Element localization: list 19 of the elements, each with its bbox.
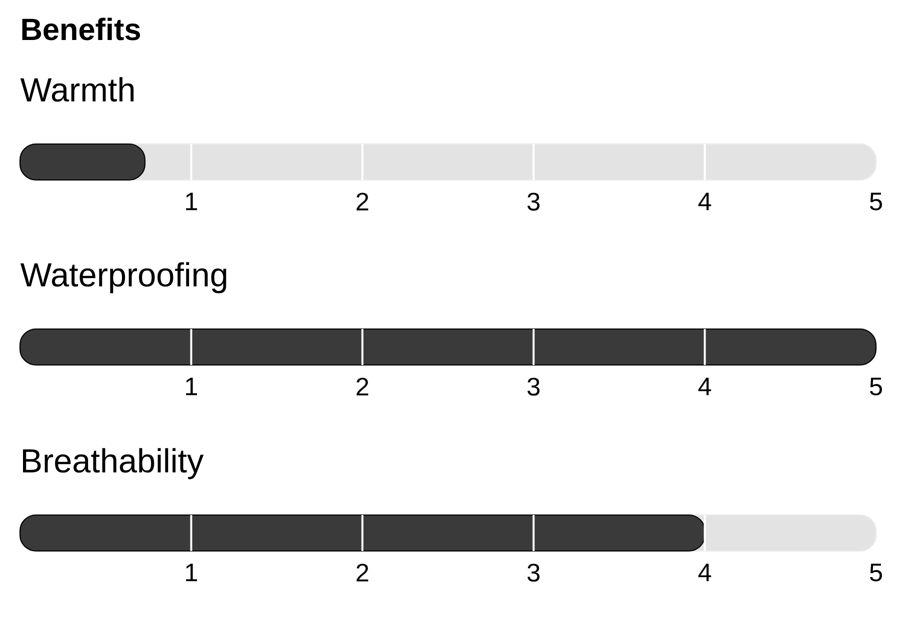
text: Benefits <box>22 18 140 40</box>
x-tick-label: 3 <box>528 378 540 396</box>
x-tick-label: 2 <box>356 564 368 582</box>
x-tick-label: 1 <box>186 192 197 210</box>
x-tick-label: 1 <box>186 564 197 582</box>
x-tick-label: 5 <box>870 564 882 582</box>
x-tick-label: 5 <box>870 378 882 396</box>
y-tick-label: Breathability <box>23 448 204 480</box>
x-tick-label: 2 <box>356 192 368 210</box>
x-tick-label: 4 <box>698 378 712 396</box>
x-tick-label: 3 <box>528 192 540 211</box>
x-tick-label: 1 <box>186 378 197 396</box>
x-tick-label: 4 <box>698 192 712 210</box>
y-tick-label: Warmth <box>20 77 134 102</box>
x-tick-label: 2 <box>356 378 368 396</box>
x-tick-label: 5 <box>870 192 882 210</box>
y-tick-label: Waterproofing <box>20 262 226 294</box>
x-tick-label: 3 <box>528 564 540 582</box>
x-tick-label: 4 <box>698 564 712 582</box>
